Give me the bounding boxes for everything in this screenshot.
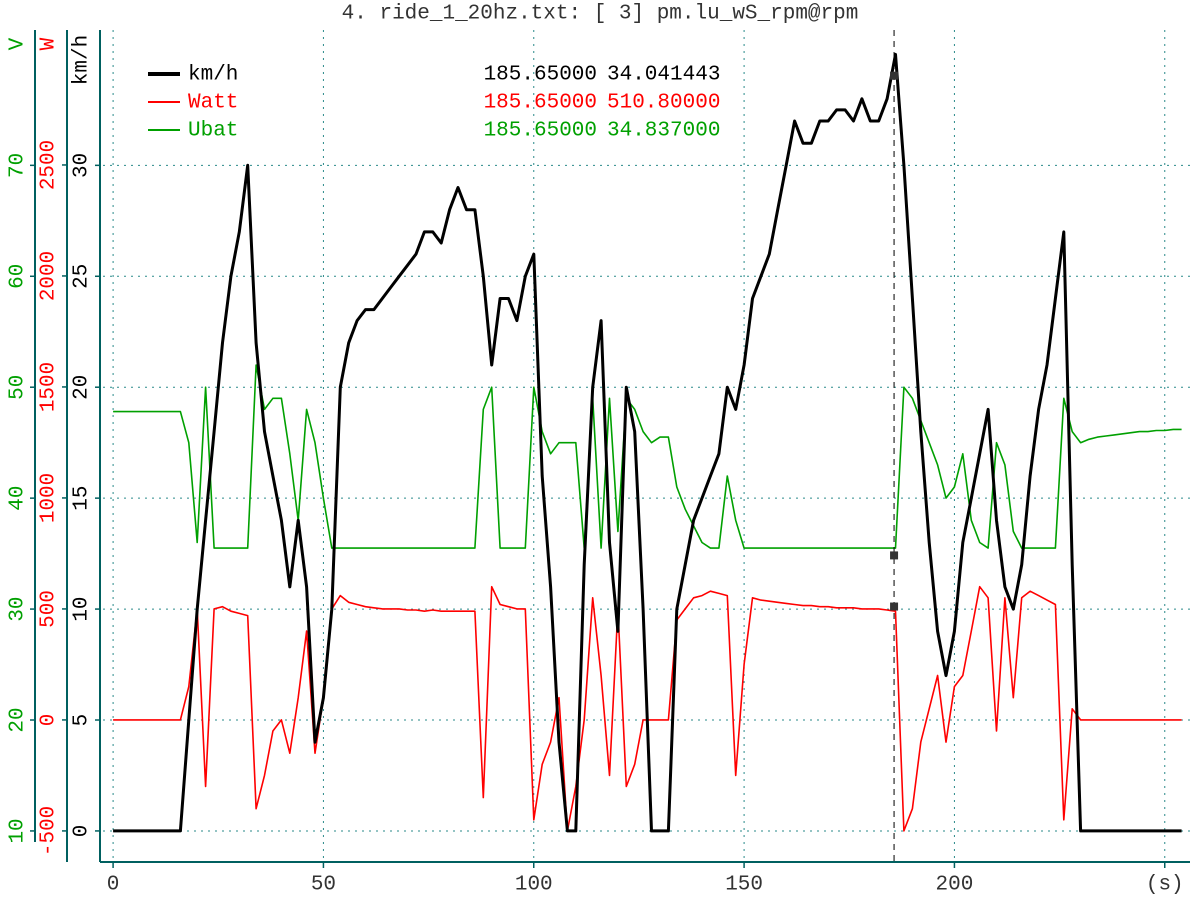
axis-unit-label: V xyxy=(7,37,30,50)
x-tick-label: 100 xyxy=(515,874,553,897)
legend-label: km/h xyxy=(188,64,238,87)
y-tick-label: 5 xyxy=(71,714,94,727)
y-tick-label: 30 xyxy=(7,596,30,621)
y-tick-label: 0 xyxy=(38,714,61,727)
chart-title: 4. ride_1_20hz.txt: [ 3] pm.lu_wS_rpm@rp… xyxy=(342,3,859,26)
x-tick-label: 0 xyxy=(107,874,120,897)
cursor-value-label: 34.837000 xyxy=(607,120,720,143)
y-tick-label: 20 xyxy=(7,707,30,732)
cursor-value-label: 34.041443 xyxy=(607,64,720,87)
cursor-x-label: 185.65000 xyxy=(484,64,597,87)
y-tick-label: 0 xyxy=(71,825,94,838)
y-tick-label: 40 xyxy=(7,486,30,511)
cursor-marker xyxy=(890,602,899,611)
cursor-marker xyxy=(890,71,899,80)
cursor-value-label: 510.80000 xyxy=(607,92,720,115)
x-tick-label: 50 xyxy=(311,874,336,897)
legend-label: Ubat xyxy=(188,120,238,143)
plot-area xyxy=(113,52,1182,833)
axis-unit-label: W xyxy=(38,37,61,50)
y-tick-label: 60 xyxy=(7,264,30,289)
y-tick-label: 15 xyxy=(71,486,94,511)
grid: 0 50 100 150 200 (s)051015202530km/h-50005001… xyxy=(7,30,1190,897)
y-tick-label: 500 xyxy=(38,590,61,628)
y-tick-label: 70 xyxy=(7,153,30,178)
series-line xyxy=(113,52,1182,833)
x-tick-label: 200 xyxy=(936,874,974,897)
y-tick-label: 10 xyxy=(71,596,94,621)
x-tick-label: 150 xyxy=(725,874,763,897)
x-tick-label: (s) xyxy=(1146,874,1184,897)
y-tick-label: 2500 xyxy=(38,140,61,190)
cursor-x-label: 185.65000 xyxy=(484,92,597,115)
y-tick-label: 10 xyxy=(7,818,30,843)
y-tick-label: 20 xyxy=(71,375,94,400)
y-tick-label: 25 xyxy=(71,264,94,289)
overlay: km/h 185.65000 34.041443 Watt 185.65000 510.8… xyxy=(148,30,899,862)
series-line xyxy=(113,364,1182,549)
y-tick-label: 50 xyxy=(7,375,30,400)
y-tick-label: 1000 xyxy=(38,473,61,523)
y-tick-label: 2000 xyxy=(38,251,61,301)
cursor-marker xyxy=(890,551,899,560)
axis-unit-label: km/h xyxy=(71,35,94,85)
y-tick-label: -500 xyxy=(38,806,61,856)
cursor-x-label: 185.65000 xyxy=(484,120,597,143)
legend-label: Watt xyxy=(188,92,238,115)
y-tick-label: 1500 xyxy=(38,362,61,412)
y-tick-label: 30 xyxy=(71,153,94,178)
